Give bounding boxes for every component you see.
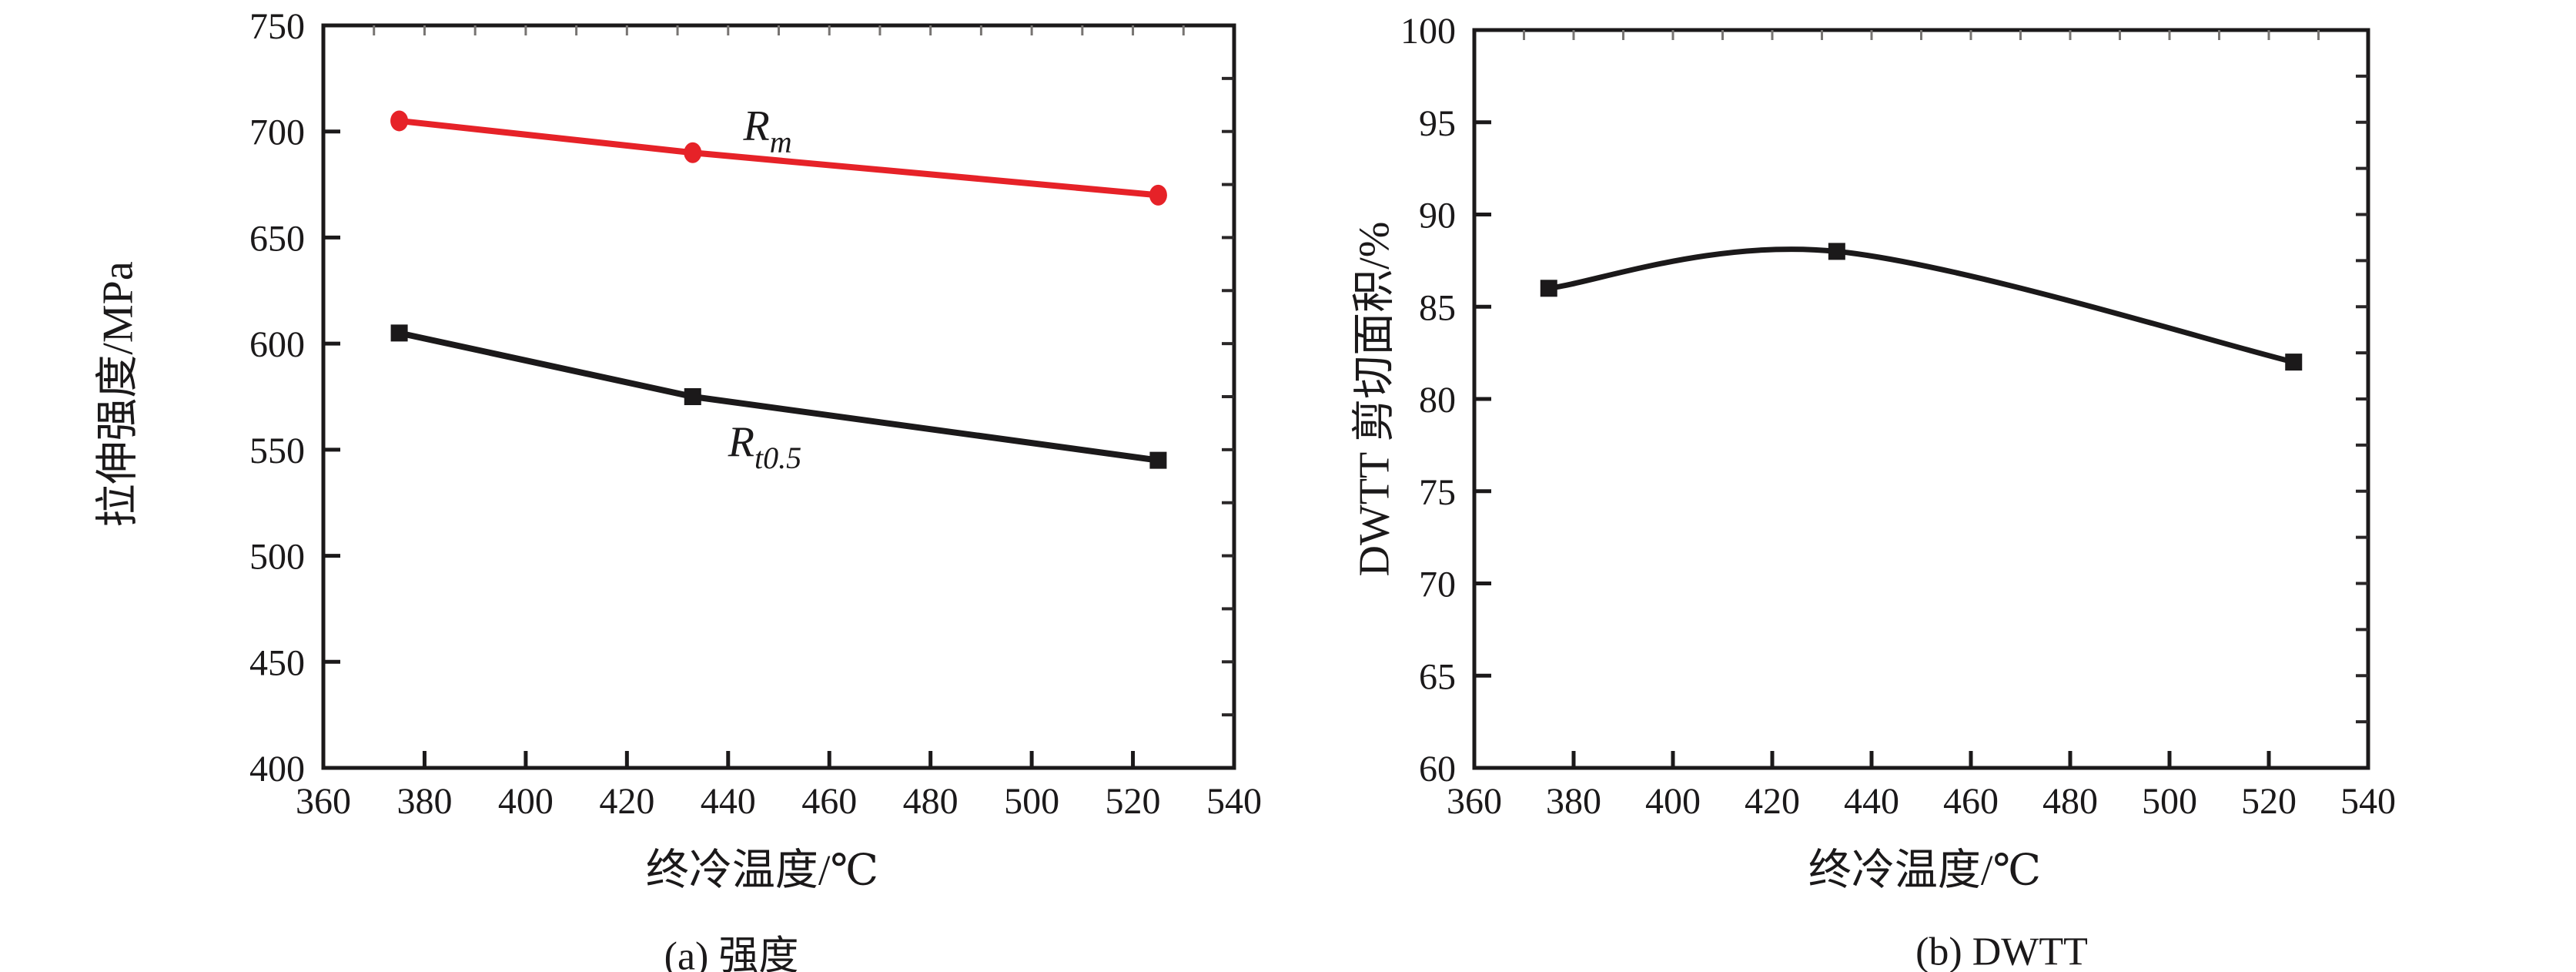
- data-point-Rm: [390, 110, 409, 132]
- dwtt-caption: (b) DWTT: [1915, 930, 2088, 972]
- data-point-Rt0.5: [684, 388, 701, 405]
- data-point-DWTT: [1828, 243, 1845, 260]
- data-point-Rm: [684, 142, 702, 163]
- data-point-Rt0.5: [390, 324, 408, 342]
- x-tick-label: 400: [1645, 781, 1701, 822]
- dwtt-x-axis-label: 终冷温度/℃: [1808, 846, 2042, 895]
- x-tick-label: 480: [903, 781, 958, 822]
- strength-caption: (a) 强度: [664, 934, 799, 972]
- y-tick-label: 400: [249, 749, 305, 789]
- x-tick-label: 360: [296, 781, 351, 822]
- y-tick-label: 550: [249, 431, 305, 471]
- x-tick-label: 460: [1943, 781, 1999, 822]
- y-tick-label: 600: [249, 324, 305, 365]
- x-tick-label: 420: [599, 781, 654, 822]
- x-tick-label: 420: [1745, 781, 1800, 822]
- series-line-DWTT: [1546, 246, 2297, 365]
- data-point-DWTT: [2285, 354, 2303, 371]
- y-tick-label: 500: [249, 537, 305, 578]
- y-tick-label: 750: [249, 6, 305, 47]
- x-tick-label: 360: [1447, 781, 1502, 822]
- data-point-Rt0.5: [1149, 451, 1167, 469]
- data-point-Rm: [1149, 184, 1167, 206]
- y-tick-label: 85: [1419, 287, 1456, 328]
- strength-x-axis-label: 终冷温度/℃: [645, 846, 879, 895]
- y-tick-label: 75: [1419, 472, 1456, 513]
- x-tick-label: 380: [396, 781, 452, 822]
- x-tick-label: 440: [701, 781, 756, 822]
- y-tick-label: 450: [249, 642, 305, 683]
- y-tick-label: 80: [1419, 380, 1456, 421]
- y-tick-label: 65: [1419, 656, 1456, 697]
- x-tick-label: 500: [2142, 781, 2197, 822]
- data-point-DWTT: [1540, 280, 1557, 297]
- series-label-Rm: Rm: [742, 102, 791, 159]
- y-tick-label: 60: [1419, 749, 1456, 789]
- x-tick-label: 380: [1546, 781, 1601, 822]
- x-tick-label: 540: [1206, 781, 1262, 822]
- x-tick-label: 520: [1106, 781, 1161, 822]
- y-tick-label: 70: [1419, 565, 1456, 605]
- strength-y-axis-label: 拉伸强度/MPa: [94, 261, 142, 528]
- x-tick-label: 520: [2241, 781, 2297, 822]
- y-tick-label: 90: [1419, 196, 1456, 236]
- x-tick-label: 480: [2042, 781, 2098, 822]
- strength-chart: 360 380 400 420 440 460 480 500 520 540 400 450 500 5…: [249, 6, 1262, 822]
- y-tick-label: 650: [249, 218, 305, 259]
- y-tick-label: 700: [249, 112, 305, 153]
- x-tick-label: 400: [498, 781, 554, 822]
- dwtt-y-axis-label: DWTT 剪切面积/%: [1350, 221, 1399, 577]
- dwtt-chart: 360 380 400 420 440 460 480 500 520 540 60 65 70 75 80…: [1400, 11, 2396, 822]
- series-label-Rt0.5: Rt0.5: [728, 418, 801, 475]
- x-tick-label: 500: [1004, 781, 1059, 822]
- x-tick-label: 460: [801, 781, 857, 822]
- plot-frame: [1472, 28, 2370, 770]
- y-tick-label: 95: [1419, 103, 1456, 144]
- x-tick-label: 540: [2340, 781, 2396, 822]
- y-tick-label: 100: [1400, 11, 1456, 52]
- x-tick-label: 440: [1844, 781, 1899, 822]
